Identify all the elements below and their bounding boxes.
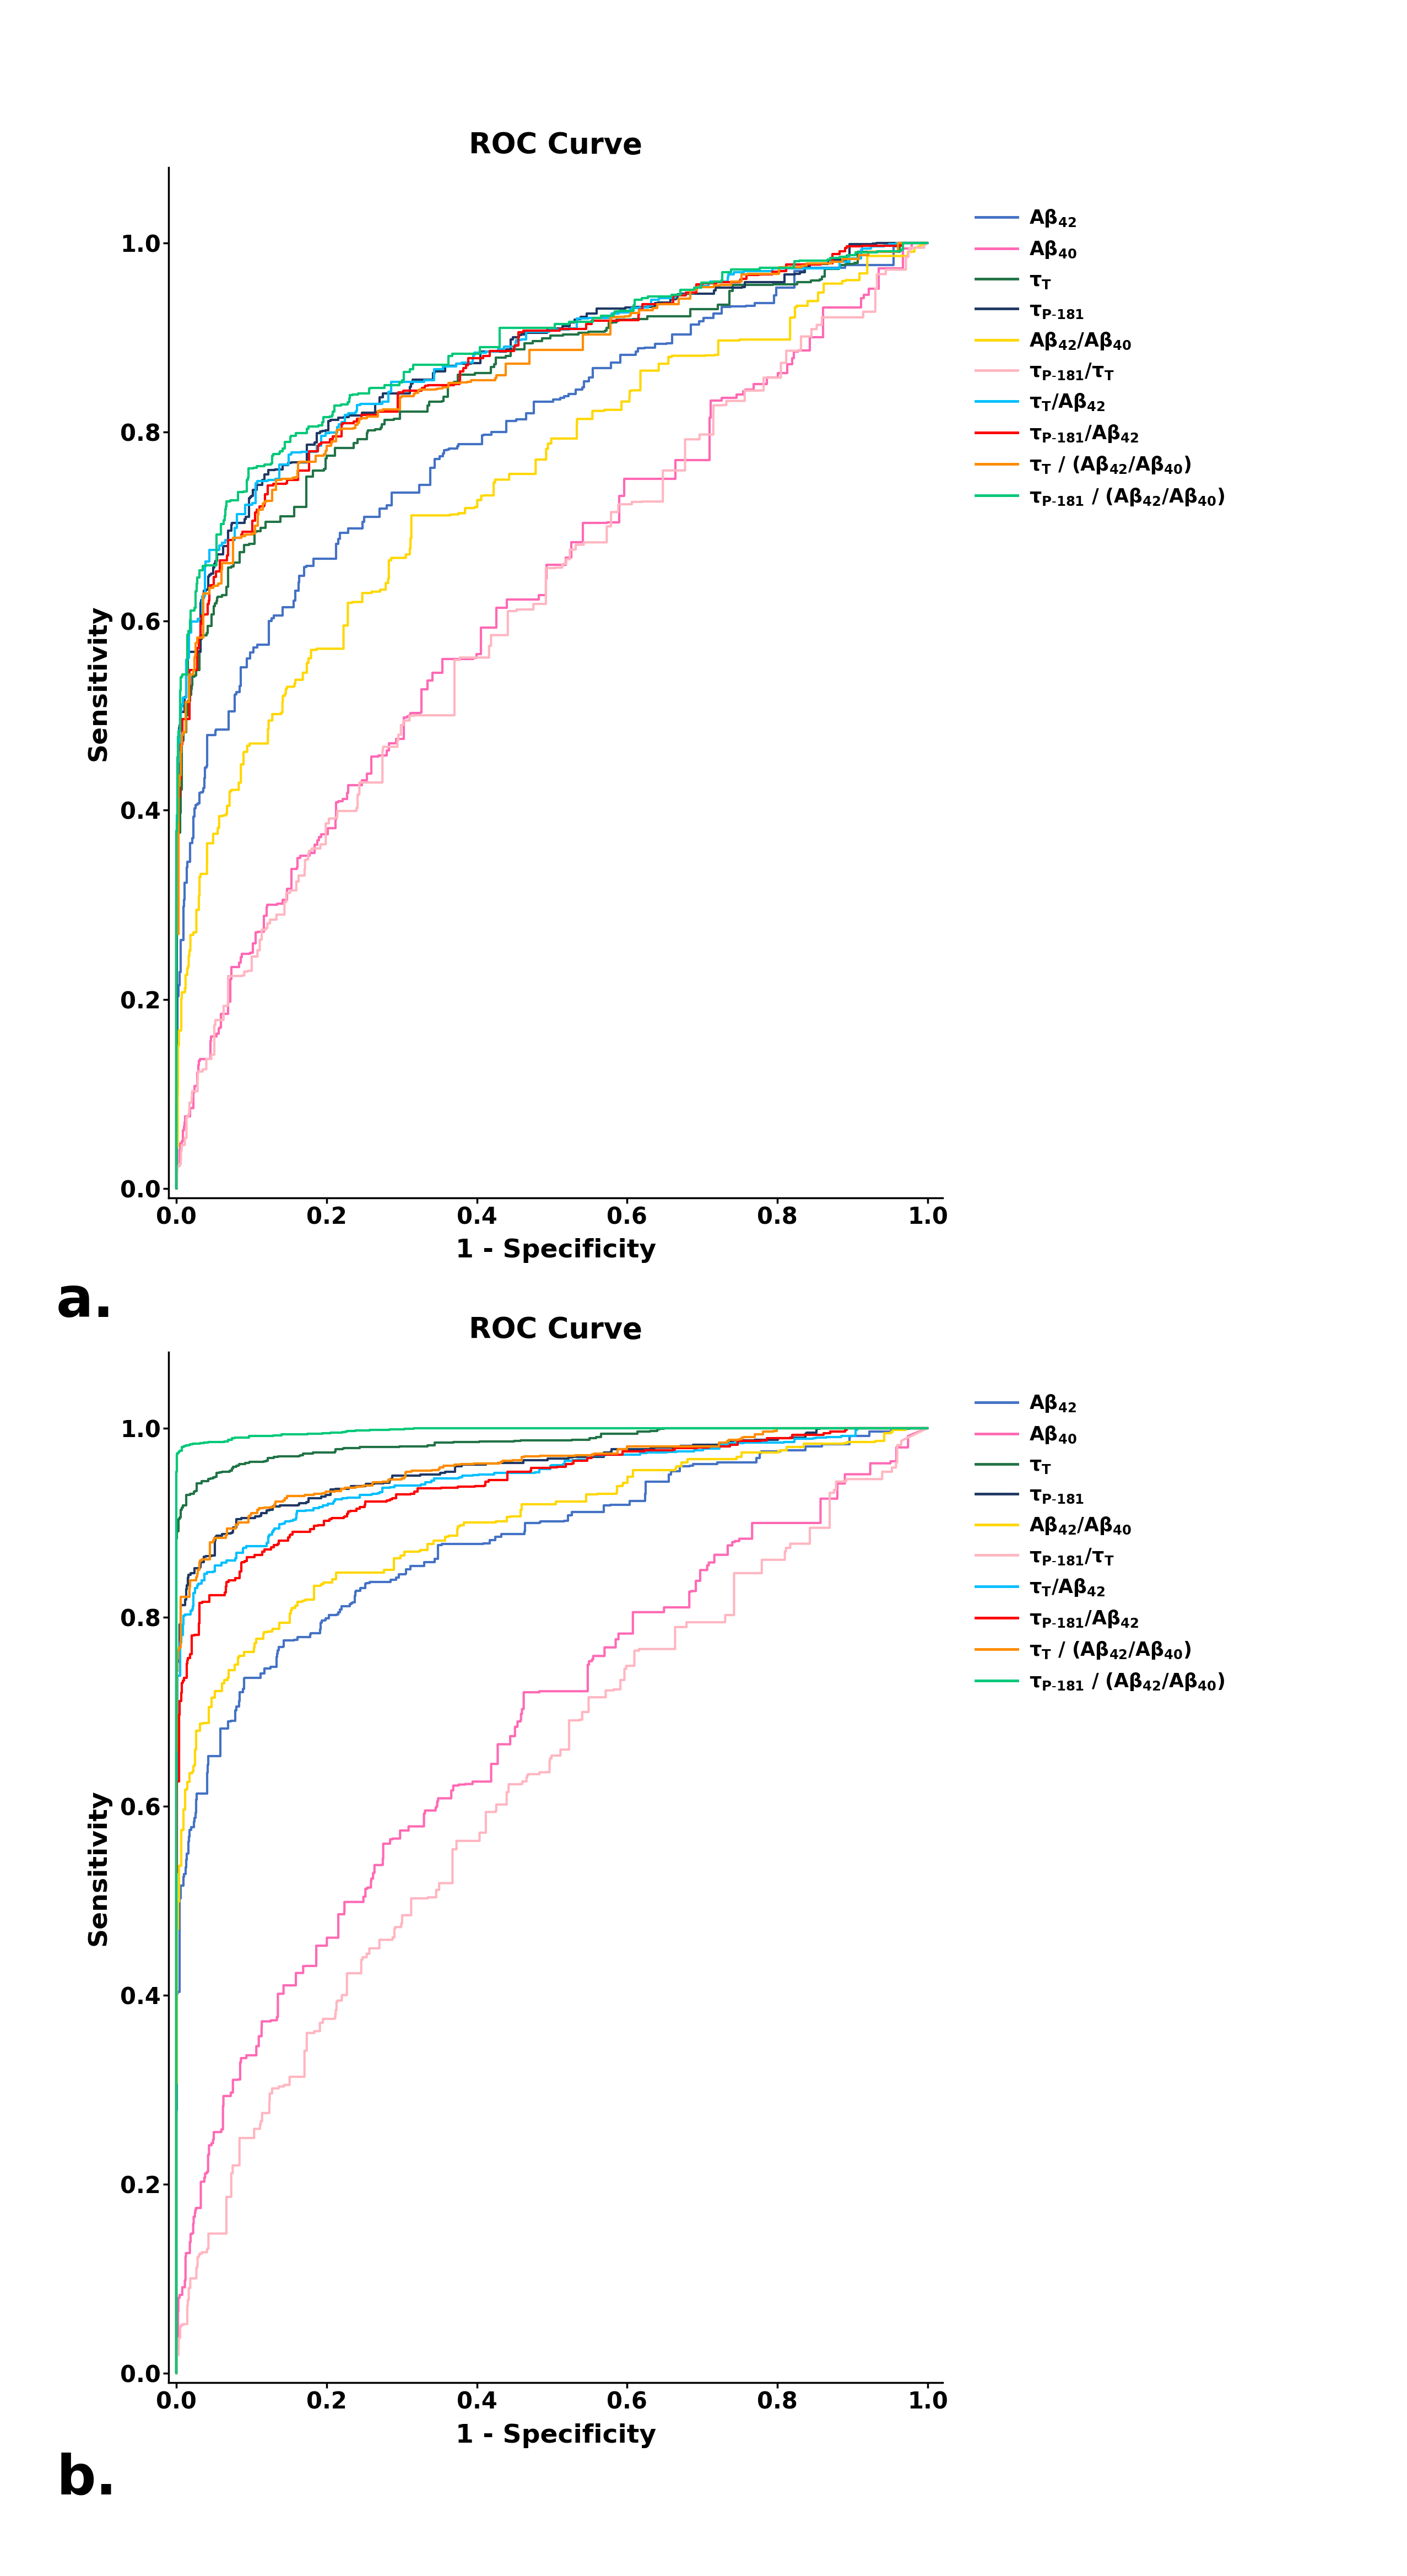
X-axis label: 1 - Specificity: 1 - Specificity — [456, 1239, 656, 1262]
Y-axis label: Sensitivity: Sensitivity — [86, 1790, 111, 1945]
Text: b.: b. — [56, 2452, 117, 2506]
Legend: A$\mathbf{\beta_{42}}$, A$\mathbf{\beta_{40}}$, $\mathbf{\tau_T}$, $\mathbf{\tau: A$\mathbf{\beta_{42}}$, A$\mathbf{\beta_… — [975, 209, 1224, 507]
Title: ROC Curve: ROC Curve — [469, 1316, 643, 1345]
Title: ROC Curve: ROC Curve — [469, 131, 643, 160]
Legend: A$\mathbf{\beta_{42}}$, A$\mathbf{\beta_{40}}$, $\mathbf{\tau_T}$, $\mathbf{\tau: A$\mathbf{\beta_{42}}$, A$\mathbf{\beta_… — [975, 1394, 1224, 1692]
Y-axis label: Sensitivity: Sensitivity — [86, 605, 111, 760]
Text: a.: a. — [56, 1275, 114, 1329]
X-axis label: 1 - Specificity: 1 - Specificity — [456, 2424, 656, 2447]
